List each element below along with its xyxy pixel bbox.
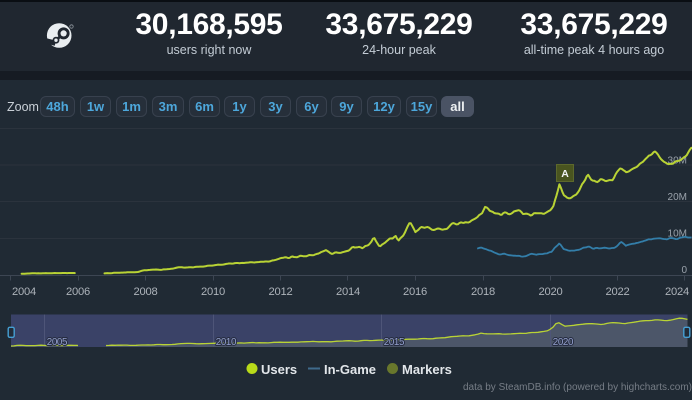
svg-text:0: 0 xyxy=(681,265,687,276)
svg-text:2016: 2016 xyxy=(403,286,427,298)
svg-text:2010: 2010 xyxy=(216,337,237,348)
svg-text:2024: 2024 xyxy=(665,286,689,298)
svg-text:20M: 20M xyxy=(668,192,687,203)
svg-text:2004: 2004 xyxy=(12,286,36,298)
svg-text:2012: 2012 xyxy=(268,286,292,298)
svg-text:2006: 2006 xyxy=(66,286,90,298)
svg-text:2022: 2022 xyxy=(605,286,629,298)
svg-text:2020: 2020 xyxy=(553,337,574,348)
svg-text:2015: 2015 xyxy=(384,337,405,348)
svg-text:2020: 2020 xyxy=(538,286,562,298)
svg-text:2014: 2014 xyxy=(336,286,360,298)
svg-text:2008: 2008 xyxy=(133,286,157,298)
svg-text:A: A xyxy=(561,168,569,180)
svg-text:10M: 10M xyxy=(668,229,687,240)
svg-text:2010: 2010 xyxy=(201,286,225,298)
svg-text:2005: 2005 xyxy=(47,337,68,348)
svg-text:2018: 2018 xyxy=(471,286,495,298)
